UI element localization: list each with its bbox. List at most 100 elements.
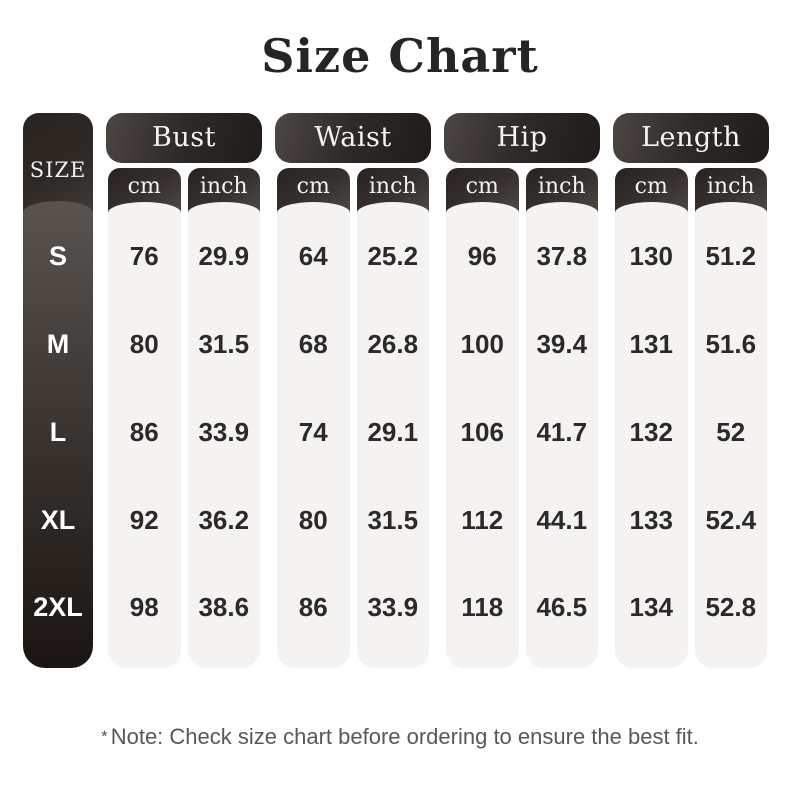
measurement-group-bust: Bust cm 76 80 86 92 98 <box>106 112 262 668</box>
group-header-length: Length <box>613 112 769 163</box>
value-cell: 92 <box>129 504 159 535</box>
unit-subcolumn-waist-cm: cm 64 68 74 80 86 <box>277 167 350 668</box>
unit-pair-waist: cm 64 68 74 80 86 inch 25.2 <box>275 167 431 668</box>
unit-tab-cm: cm <box>446 167 519 213</box>
value-cell: 80 <box>298 504 328 535</box>
value-cell: 29.1 <box>367 416 419 447</box>
unit-values-bust-cm: 76 80 86 92 98 <box>108 212 181 668</box>
value-cell: 118 <box>461 592 504 623</box>
unit-tab-label: inch <box>706 174 755 200</box>
unit-values-length-inch: 51.2 51.6 52 52.4 52.8 <box>694 212 767 668</box>
measurement-group-hip: Hip cm 96 100 106 112 118 <box>444 112 600 668</box>
value-cell: 39.4 <box>536 329 588 360</box>
unit-subcolumn-length-cm: cm 130 131 132 133 134 <box>615 167 688 668</box>
value-cell: 25.2 <box>367 241 419 272</box>
size-column: SIZE S M L XL 2XL <box>23 112 93 668</box>
size-chart-table: SIZE S M L XL 2XL Bust cm 76 <box>0 83 800 668</box>
unit-tab-inch: inch <box>356 167 429 213</box>
value-cell: 33.9 <box>367 592 419 623</box>
unit-tab-inch: inch <box>187 167 260 213</box>
value-cell: 132 <box>629 416 673 447</box>
value-cell: 80 <box>129 329 159 360</box>
measurement-group-waist: Waist cm 64 68 74 80 86 <box>275 112 431 668</box>
group-header-label: Hip <box>496 122 548 154</box>
size-row-label-2xl: 2XL <box>33 592 83 623</box>
unit-tab-inch: inch <box>694 167 767 213</box>
unit-tab-label: cm <box>296 174 330 200</box>
size-row-label-s: S <box>48 241 67 272</box>
unit-pair-hip: cm 96 100 106 112 118 inch 37.8 <box>444 167 600 668</box>
unit-values-waist-cm: 64 68 74 80 86 <box>277 212 350 668</box>
value-cell: 29.9 <box>198 241 250 272</box>
value-cell: 52.4 <box>705 504 757 535</box>
group-header-bust: Bust <box>106 112 262 163</box>
value-cell: 38.6 <box>198 592 250 623</box>
value-cell: 33.9 <box>198 416 250 447</box>
size-row-label-l: L <box>49 416 67 447</box>
unit-subcolumn-length-inch: inch 51.2 51.6 52 52.4 52.8 <box>694 167 767 668</box>
value-cell: 134 <box>629 592 673 623</box>
group-header-label: Length <box>641 122 741 154</box>
group-header-hip: Hip <box>444 112 600 163</box>
value-cell: 130 <box>629 241 673 272</box>
value-cell: 74 <box>298 416 328 447</box>
value-cell: 68 <box>298 329 328 360</box>
value-cell: 76 <box>129 241 159 272</box>
unit-pair-bust: cm 76 80 86 92 98 inch 29.9 <box>106 167 262 668</box>
value-cell: 100 <box>460 329 504 360</box>
unit-values-hip-cm: 96 100 106 112 118 <box>446 212 519 668</box>
footnote-asterisk: * <box>101 726 108 746</box>
unit-tab-label: cm <box>634 174 668 200</box>
group-header-waist: Waist <box>275 112 431 163</box>
unit-subcolumn-bust-inch: inch 29.9 31.5 33.9 36.2 38.6 <box>187 167 260 668</box>
unit-subcolumn-waist-inch: inch 25.2 26.8 29.1 31.5 33.9 <box>356 167 429 668</box>
value-cell: 86 <box>129 416 159 447</box>
unit-subcolumn-hip-cm: cm 96 100 106 112 118 <box>446 167 519 668</box>
unit-tab-cm: cm <box>277 167 350 213</box>
value-cell: 52 <box>716 416 746 447</box>
value-cell: 64 <box>298 241 328 272</box>
footnote-text: Note: Check size chart before ordering t… <box>110 723 699 749</box>
group-header-label: Bust <box>152 122 216 154</box>
unit-subcolumn-hip-inch: inch 37.8 39.4 41.7 44.1 46.5 <box>525 167 598 668</box>
value-cell: 51.2 <box>705 241 757 272</box>
value-cell: 98 <box>129 592 159 623</box>
size-column-body: S M L XL 2XL <box>23 212 93 668</box>
value-cell: 131 <box>629 329 673 360</box>
value-cell: 106 <box>460 416 504 447</box>
unit-values-hip-inch: 37.8 39.4 41.7 44.1 46.5 <box>525 212 598 668</box>
unit-tab-cm: cm <box>615 167 688 213</box>
unit-tab-label: cm <box>127 174 161 200</box>
value-cell: 52.8 <box>705 592 757 623</box>
value-cell: 46.5 <box>536 592 588 623</box>
value-cell: 31.5 <box>198 329 250 360</box>
value-cell: 36.2 <box>198 504 250 535</box>
unit-tab-inch: inch <box>525 167 598 213</box>
value-cell: 31.5 <box>367 504 419 535</box>
unit-tab-label: inch <box>199 174 248 200</box>
size-row-label-m: M <box>46 329 70 360</box>
unit-tab-label: inch <box>368 174 417 200</box>
unit-pair-length: cm 130 131 132 133 134 inch 51.2 <box>613 167 769 668</box>
value-cell: 44.1 <box>536 504 588 535</box>
value-cell: 26.8 <box>367 329 419 360</box>
value-cell: 37.8 <box>536 241 588 272</box>
unit-tab-label: cm <box>465 174 499 200</box>
value-cell: 133 <box>629 504 673 535</box>
value-cell: 41.7 <box>536 416 588 447</box>
value-cell: 51.6 <box>705 329 757 360</box>
footnote: * Note: Check size chart before ordering … <box>0 724 800 750</box>
group-header-label: Waist <box>314 122 392 154</box>
size-column-header: SIZE <box>23 112 93 213</box>
value-cell: 112 <box>461 504 504 535</box>
measurement-group-length: Length cm 130 131 132 133 134 <box>613 112 769 668</box>
unit-values-waist-inch: 25.2 26.8 29.1 31.5 33.9 <box>356 212 429 668</box>
unit-tab-label: inch <box>537 174 586 200</box>
size-header-label: SIZE <box>29 157 87 182</box>
unit-subcolumn-bust-cm: cm 76 80 86 92 98 <box>108 167 181 668</box>
unit-values-length-cm: 130 131 132 133 134 <box>615 212 688 668</box>
value-cell: 96 <box>467 241 497 272</box>
page-title: Size Chart <box>261 29 539 83</box>
size-row-label-xl: XL <box>40 504 76 535</box>
